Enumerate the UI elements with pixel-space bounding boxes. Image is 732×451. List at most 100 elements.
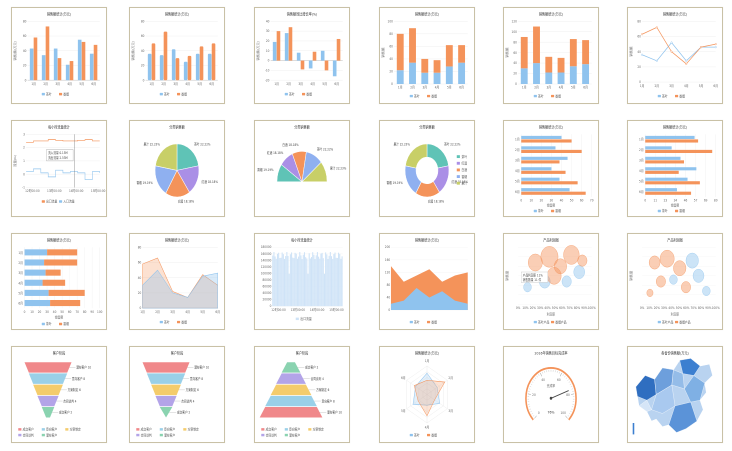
- bar: [330, 256, 333, 307]
- chart-svg: 销售额统计(万元) 0 20 40 60 80 100 120 销售额 1月 2月 3月 4月 5月 6月茶…: [504, 11, 592, 98]
- bar: [93, 44, 98, 81]
- x-tick-label: 1月: [140, 310, 145, 314]
- chart-thumbnail-stacked-bar[interactable]: 销售额统计(万元) 0 20 40 60 80 100 销售额 1月 2月 3月 4月 5月 6月 茶叶 香烟: [379, 7, 475, 104]
- chart-thumbnail-h-stacked[interactable]: 销售额统计(万元) 0 10 20 30 40 50 60 70 80 90 100 1月 2月 3月 4月 5…: [11, 233, 107, 330]
- chart-thumbnail-half-pie[interactable]: 分类销售额 香烟 19.19% 红酒 18.18% 白酒 18.18% 茶叶 22.22…: [254, 120, 350, 217]
- chart-thumbnail-grouped-bar[interactable]: 销售额统计(万元) 0 20 40 60 80 销售额(万元) 1月 2月 3月 4月 5月 6月 茶叶 香…: [11, 7, 107, 104]
- x-tick-label: 2月: [155, 310, 160, 314]
- chart-thumbnail-funnel-pointed[interactable]: 客户阶段 潜在客户 10 意向客户 8 方案制定 6 合同谈判 4 成交客户 2 成交客户 意…: [129, 346, 225, 443]
- legend-label: 香烟: [431, 432, 437, 437]
- x-tick-label: 80: [83, 310, 87, 314]
- bubble: [669, 274, 678, 285]
- chart-thumbnail-pos-neg-bar[interactable]: 销售额同比增长率(%) -20 -10 0 10 20 30 40 销售额(万元) 1月 2月 3月 4…: [254, 7, 350, 104]
- chart-thumbnail-dense-bar[interactable]: 每小时流量统计 0 20000 40000 60000 80000 100000 120000…: [254, 233, 350, 330]
- bar: [305, 257, 307, 307]
- bar-segment: [582, 64, 590, 84]
- y-axis-label: 销售量: [628, 271, 632, 281]
- funnel-segment: [146, 373, 186, 384]
- chart-thumbnail-china-map[interactable]: 各省份销售额(万元): [627, 346, 723, 443]
- bar: [339, 253, 341, 307]
- chart-thumbnail-area-line[interactable]: 销售额统计(万元) 0 20 40 60 80 1月 2月 3月 4月 5月 6月 茶叶 香烟: [129, 233, 225, 330]
- bar: [288, 27, 293, 61]
- bubble: [540, 246, 559, 268]
- x-tick-label: 30: [45, 310, 49, 314]
- segment-label: 合同谈判 4: [311, 376, 324, 381]
- bar-segment: [458, 62, 466, 84]
- x-tick-label: 0: [644, 198, 646, 202]
- y-axis-label: 销售额: [380, 47, 384, 58]
- legend-label: 茶叶: [289, 91, 295, 96]
- gauge-tick: [536, 375, 538, 378]
- bar: [321, 252, 323, 307]
- chart-thumbnail-stacked-bar-tall[interactable]: 销售额统计(万元) 0 20 40 60 80 100 120 销售额 1月 2月 3月 4月 5月 6月茶…: [503, 7, 599, 104]
- legend-label: 茶叶: [414, 93, 420, 98]
- bar: [65, 64, 70, 81]
- chart-title: 各省份销售额(万元): [661, 350, 689, 355]
- chart-thumbnail-step-line[interactable]: 每小时流量统计 -1 0 1 2 3 流量(G) 流入流量 0.15M 流出流量 2.53M 12…: [11, 120, 107, 217]
- chart-thumbnail-radar[interactable]: 销售额统计(万元) 1月 2月 3月 4月 5月 6月 茶叶 香烟: [379, 346, 475, 443]
- x-tick-label: 15时00:00: [329, 307, 344, 312]
- legend-label: 潜在客户: [164, 432, 175, 437]
- y-tick-label: 80: [141, 19, 145, 23]
- chart-thumbnail-grouped-bar-rounded[interactable]: 销售额统计(万元) 0 20 40 60 80 销售额(万元) 1月 2月 3月 4月 5月 6月 茶叶 香…: [129, 7, 225, 104]
- chart-thumbnail-multi-line[interactable]: 销售额统计(万元) 0 20 40 60 80 销售额 1月 2月 3月 4月 5月 6月 茶叶 香烟: [627, 7, 723, 104]
- bar: [320, 253, 322, 307]
- chart-thumbnail-funnel[interactable]: 客户阶段 潜在客户 10 意向客户 8 方案制定 6 合同谈判 4 成交客户 2 成交客户 意…: [11, 346, 107, 443]
- y-tick-label: 0: [515, 82, 517, 86]
- chart-thumbnail-bubble[interactable]: 产品利润图 销售量 0% 10% 20% 30% 40% 50% 60% 70% 80% 90% 100…: [503, 233, 599, 330]
- legend-label: 茶叶: [538, 208, 544, 213]
- x-tick-label: 5月: [322, 82, 327, 86]
- y-tick-label: 0: [391, 82, 393, 86]
- legend-swatch: [657, 94, 661, 98]
- legend-label: 茶叶: [414, 319, 420, 324]
- legend-label: 茶叶: [538, 93, 544, 98]
- gauge-tick: [531, 381, 534, 383]
- bar-segment: [557, 57, 565, 73]
- chart-thumbnail-stacked-area[interactable]: 销售额统计(万元) 0 40 80 120 160 200 茶叶 香烟: [379, 233, 475, 330]
- bar: [287, 255, 289, 307]
- chart-title: 产品利润图: [543, 237, 559, 242]
- legend-swatch: [41, 433, 45, 437]
- bar: [336, 38, 341, 61]
- bar: [89, 53, 94, 81]
- chart-thumbnail-h-bar[interactable]: 销售额统计(万元) 0 10 20 30 40 50 60 70 1月 2月 3月 4月 5月 6月 销售额茶…: [503, 120, 599, 217]
- legend-swatch: [159, 92, 163, 96]
- x-tick-label: 5月: [197, 82, 202, 86]
- y-tick-label: -20: [265, 78, 270, 82]
- y-tick-label: 0: [140, 306, 142, 310]
- gauge-tick-label: 60: [557, 378, 561, 382]
- chart-thumbnail-pie[interactable]: 分类销售额 茶叶 22.22% 红酒 18.18% 白酒 18.18% 香烟 19.19…: [129, 120, 225, 217]
- chart-thumbnail-h-bar-2[interactable]: 销售额统计(万元) 0 11 23 34 46 57 69 80 1月 2月 3月 4月 5月 6月 销售额茶…: [627, 120, 723, 217]
- bar: [309, 258, 311, 307]
- y-axis-label: 销售额(万元): [255, 41, 259, 61]
- province-region: [635, 375, 657, 401]
- bar-segment: [396, 70, 404, 84]
- tooltip-line: 产品利润率 11%: [523, 272, 543, 277]
- y-axis-label: 销售量: [504, 271, 508, 281]
- x-tick-label: 1月: [398, 85, 403, 89]
- bar-segment: [433, 60, 441, 73]
- chart-thumbnail-donut[interactable]: 分类销售额 茶叶 22.22% 红酒 18.18% 白酒 18.18% 香烟 19.19…: [379, 120, 475, 217]
- x-tick-label: 60%: [683, 306, 689, 310]
- gauge-tick: [534, 415, 537, 419]
- gauge-tick-label: 100: [561, 411, 566, 415]
- x-tick-label: 100%: [712, 306, 720, 310]
- bar: [521, 160, 560, 164]
- x-tick-label: 50: [570, 198, 574, 202]
- bubble: [692, 268, 705, 283]
- province-region: [651, 384, 676, 414]
- series-step-line: [26, 139, 100, 143]
- funnel-segment: [270, 384, 312, 396]
- gauge-tick: [567, 379, 569, 381]
- bar: [645, 156, 681, 160]
- gauge-tick: [567, 415, 570, 417]
- chart-thumbnail-pyramid[interactable]: 客户阶段 成交客户 2 合同谈判 4 方案制定 6 意向客户 8 潜在客户 10 成交客户 意…: [254, 346, 350, 443]
- x-tick-label: 10: [30, 310, 34, 314]
- slice-label: 香烟 19.19%: [136, 179, 152, 184]
- chart-thumbnail-bubble-2[interactable]: 产品利润图 销售量 0% 10% 20% 30% 40% 50% 60% 70% 80% 90% 100…: [627, 233, 723, 330]
- chart-thumbnail-gauge[interactable]: 2016年销售目标完成率 0 20 40 60 80 100 完成率 76%: [503, 346, 599, 443]
